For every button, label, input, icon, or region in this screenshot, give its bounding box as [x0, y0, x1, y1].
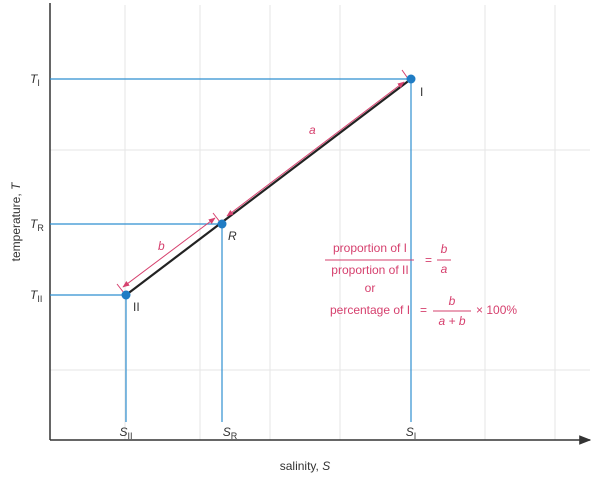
- variable-label: SII: [119, 425, 132, 441]
- salinity-labels: SII SR SI: [119, 425, 416, 441]
- variable-label: TI: [30, 72, 40, 88]
- svg-text:percentage of I: percentage of I: [330, 303, 410, 317]
- y-axis-label: temperature, T: [9, 181, 23, 261]
- svg-text:b: b: [441, 242, 448, 256]
- svg-text:or: or: [365, 281, 376, 295]
- svg-text:a + b: a + b: [438, 314, 465, 328]
- points: [121, 74, 416, 300]
- svg-text:b: b: [449, 294, 456, 308]
- svg-text:proportion of I: proportion of I: [333, 241, 407, 255]
- temperature-labels: TI TR TII: [30, 72, 44, 304]
- variable-label: SI: [406, 425, 417, 441]
- formula: proportion of I proportion of II = b a o…: [325, 241, 517, 328]
- svg-text:=: =: [420, 303, 427, 317]
- svg-text:a: a: [441, 262, 448, 276]
- grid: [50, 5, 590, 440]
- guide-lines: [50, 78, 412, 422]
- segment-label: a: [309, 123, 316, 137]
- variable-label: SR: [223, 425, 238, 441]
- svg-text:=: =: [425, 253, 432, 267]
- point-label: II: [133, 300, 140, 314]
- point-label: I: [420, 85, 423, 99]
- point-label: R: [228, 229, 237, 243]
- segment-arrows: [116, 69, 410, 294]
- variable-label: TII: [30, 288, 42, 304]
- svg-text:proportion of II: proportion of II: [331, 263, 408, 277]
- segment-label: b: [158, 239, 165, 253]
- x-axis-label: salinity, S: [280, 459, 330, 473]
- svg-text:× 100%: × 100%: [476, 303, 517, 317]
- variable-label: TR: [30, 217, 44, 233]
